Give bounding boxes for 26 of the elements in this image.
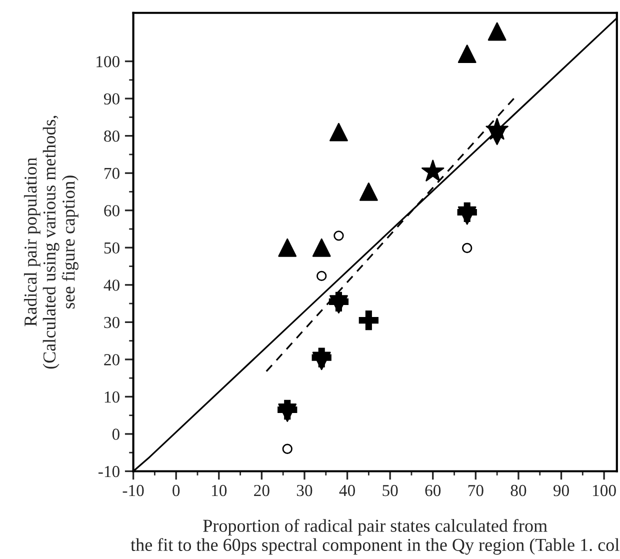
x-tick-label: 40	[339, 484, 355, 496]
x-tick-label: 30	[296, 484, 312, 496]
y-tick-label: 30	[104, 316, 120, 328]
y-tick-label: 0	[112, 428, 120, 440]
y-tick-label: 50	[104, 242, 120, 254]
x-tick-label: 0	[172, 484, 180, 496]
x-tick-label: 90	[553, 484, 569, 496]
x-tick-label: 60	[425, 484, 441, 496]
x-tick-label: 10	[212, 484, 227, 496]
y-tick-label: 20	[104, 354, 120, 366]
x-tick-label: -10	[122, 484, 144, 496]
y-tick-label: 10	[104, 391, 120, 403]
y-tick-label: -10	[98, 466, 120, 478]
x-axis-title: Proportion of radical pair states calculated from the fit to the 60ps spectral component in the Qy region (Table 1. col	[130, 518, 620, 555]
x-tick-label: 20	[254, 484, 270, 496]
y-tick-label: 80	[104, 130, 120, 142]
x-tick-label: 50	[382, 484, 398, 496]
y-tick-label: 90	[104, 93, 120, 105]
x-tick-label: 70	[468, 484, 484, 496]
x-tick-label: 80	[510, 484, 526, 496]
y-tick-label: 70	[104, 168, 120, 180]
y-axis-title: Radical pair population (Calculated using various methods, see figure caption)	[24, 116, 78, 369]
y-tick-label: 40	[104, 280, 120, 291]
y-tick-label: 100	[96, 56, 120, 68]
x-tick-label: 100	[593, 484, 616, 496]
y-tick-label: 60	[104, 205, 120, 216]
